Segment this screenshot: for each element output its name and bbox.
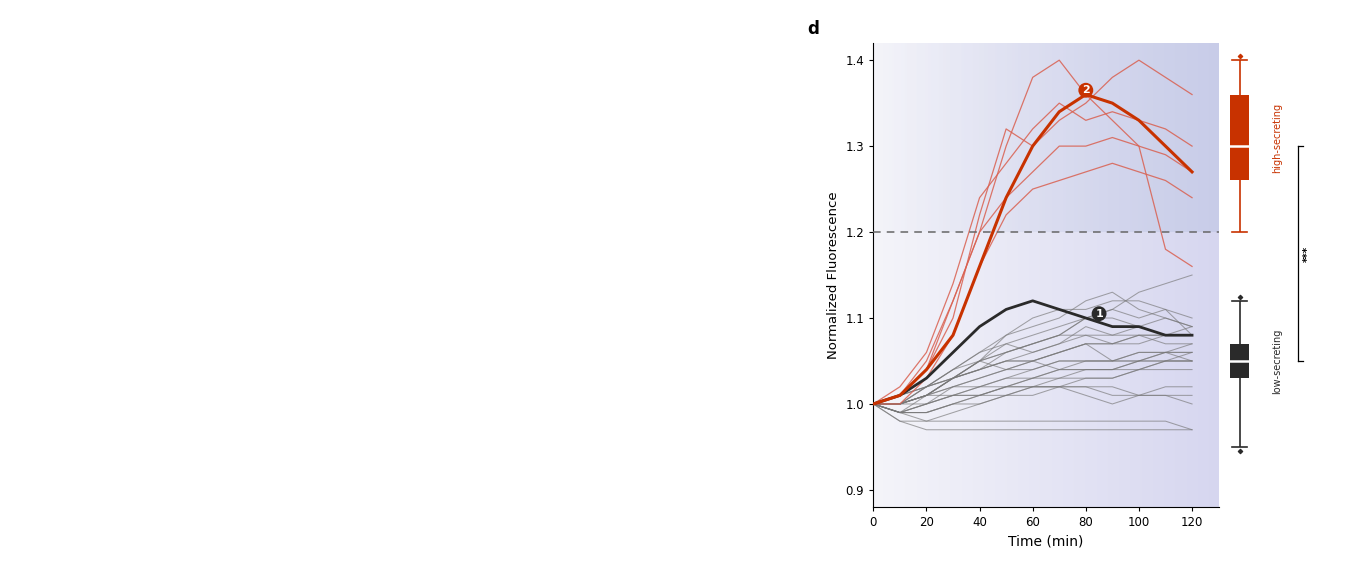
X-axis label: Time (min): Time (min): [1009, 535, 1083, 549]
Text: high-secreting: high-secreting: [1271, 103, 1282, 172]
Y-axis label: Normalized Fluorescence: Normalized Fluorescence: [827, 191, 839, 359]
Text: low-secreting: low-secreting: [1271, 328, 1282, 394]
Bar: [1231, 344, 1250, 378]
Text: d: d: [808, 20, 819, 38]
Text: 2: 2: [1082, 85, 1090, 95]
Text: ***: ***: [1303, 245, 1312, 262]
Bar: [1231, 95, 1250, 180]
Text: 1: 1: [1095, 309, 1104, 319]
